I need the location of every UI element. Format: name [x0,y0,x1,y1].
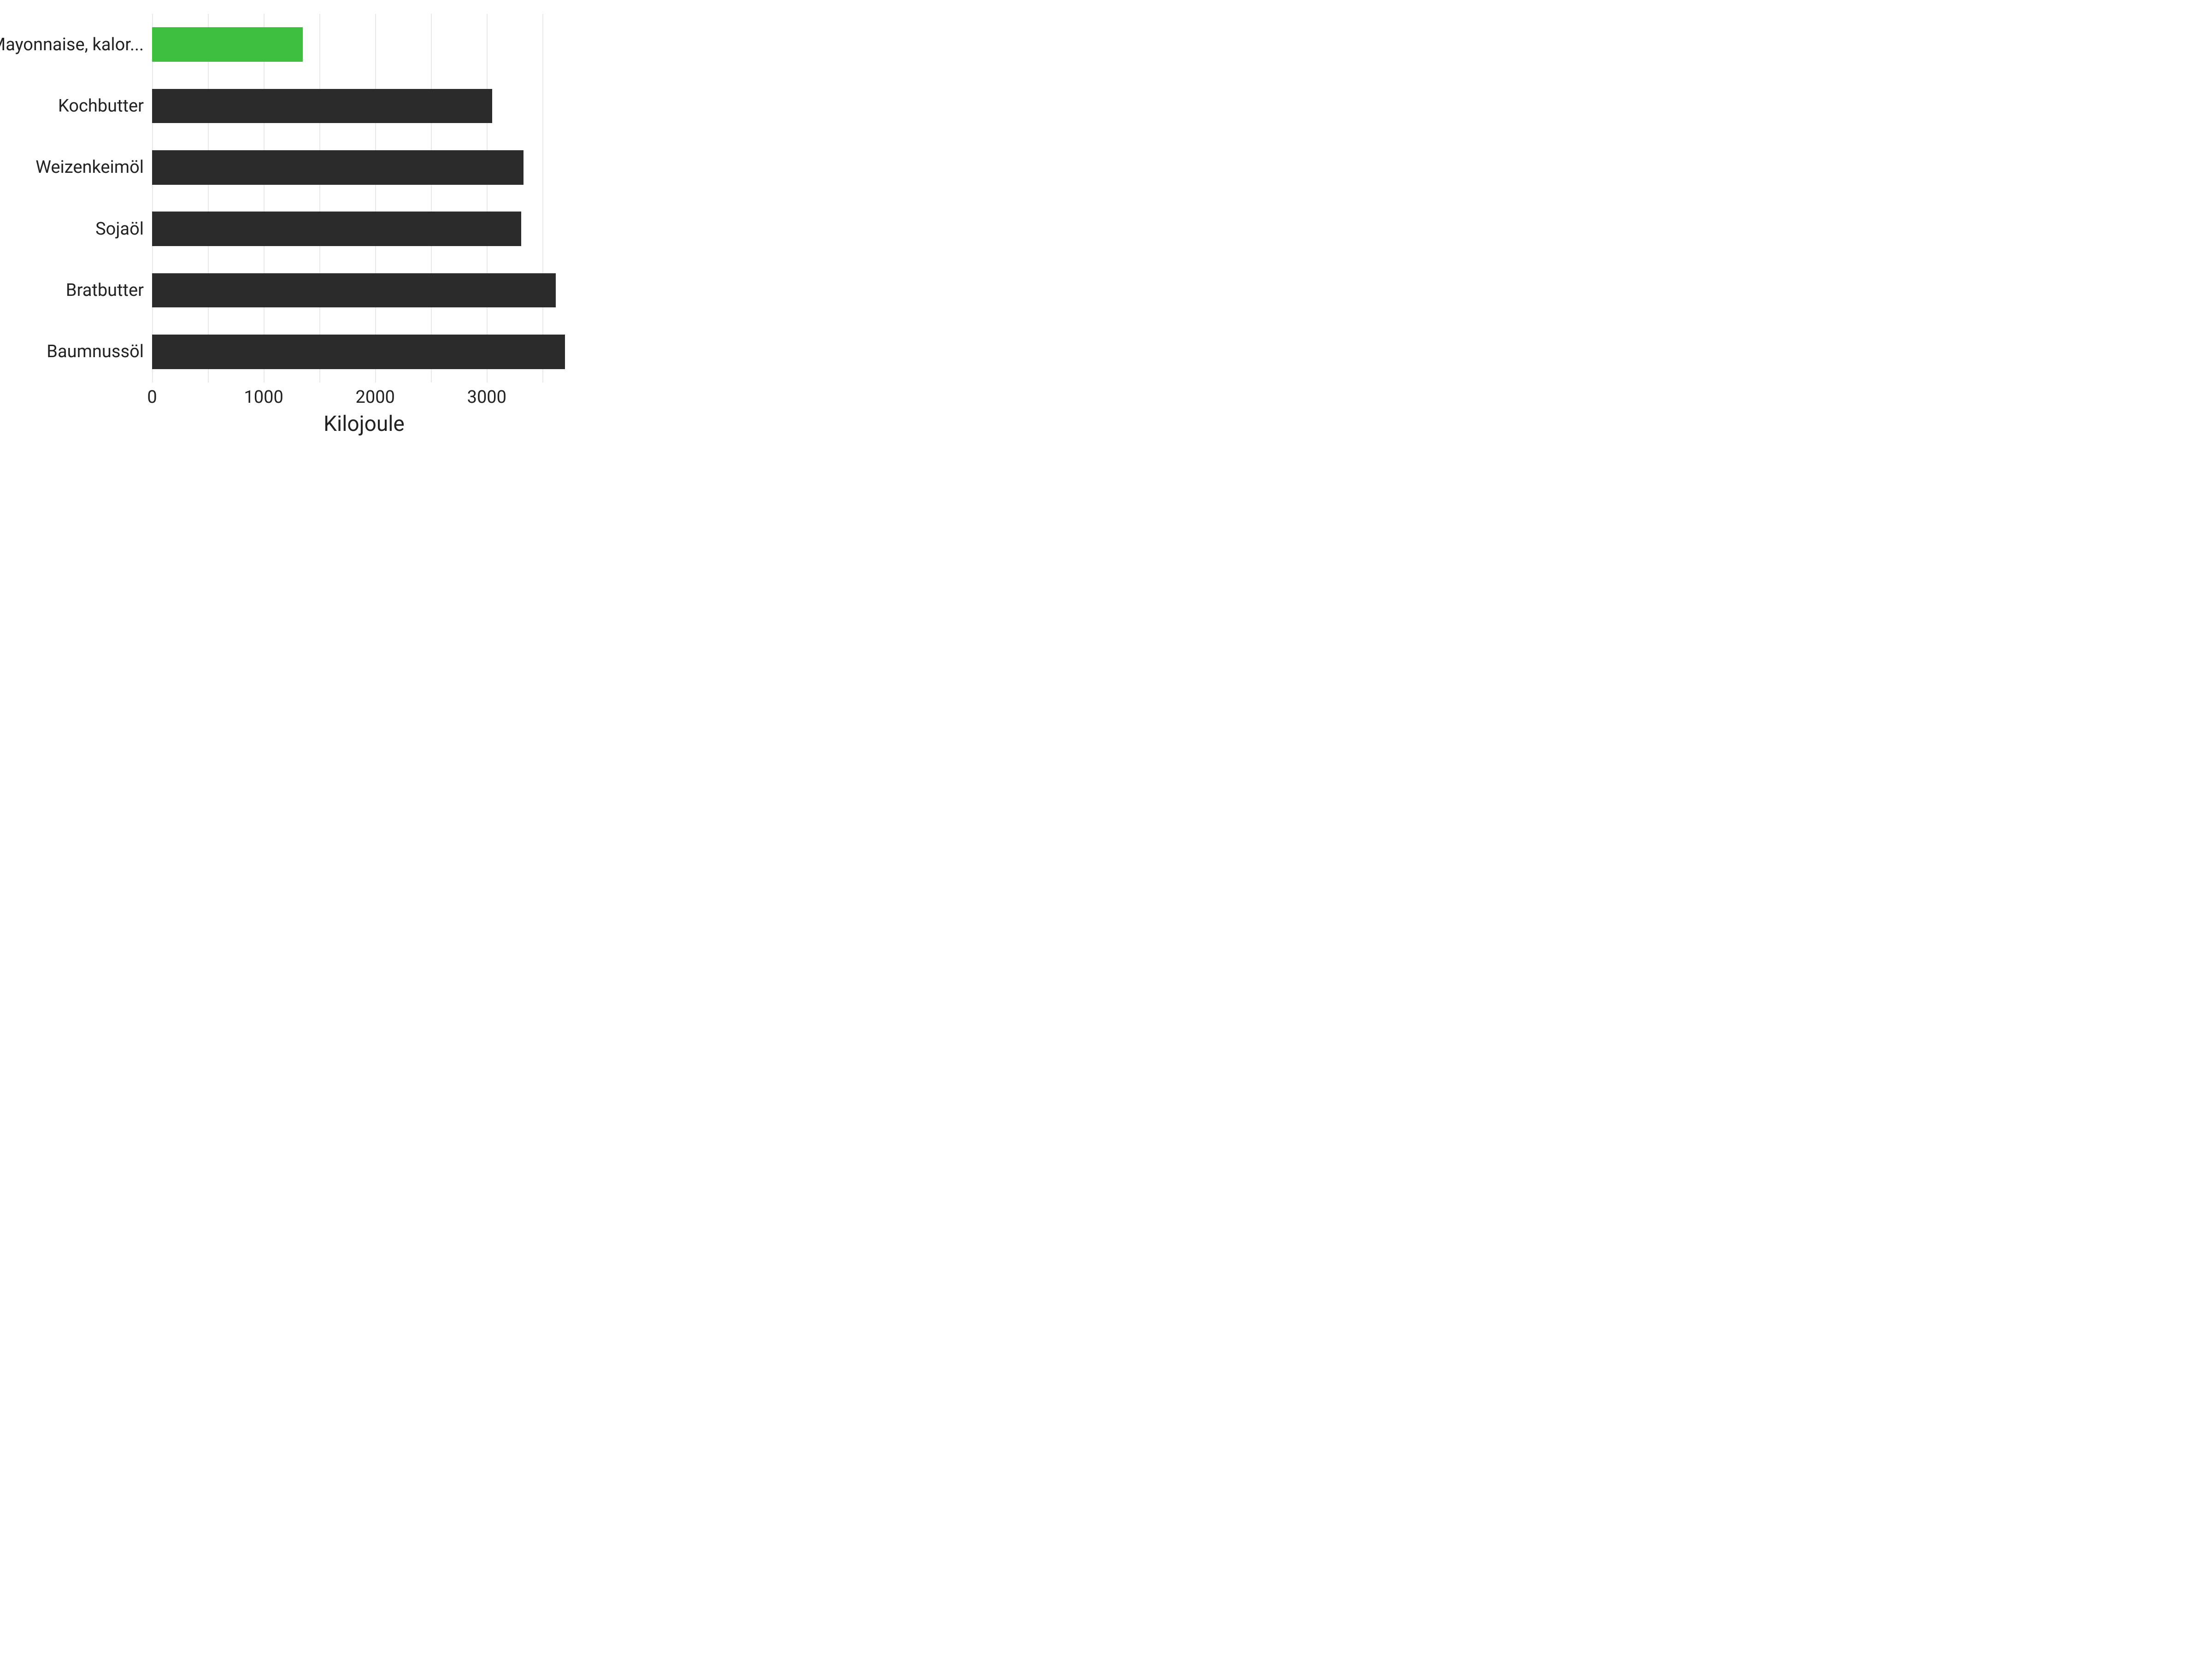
bar [152,27,303,62]
y-axis-label: Kochbutter [58,96,144,116]
grid-line [319,14,320,382]
grid-line [375,14,376,382]
bar [152,335,565,369]
y-axis-label: Bratbutter [66,280,144,300]
x-tick-label: 3000 [467,387,506,407]
bar [152,212,521,246]
grid-line [542,14,543,382]
kilojoule-bar-chart: Mayonnaise, kalor... Kochbutter Weizenkeim… [0,0,590,442]
y-axis-label: Sojaöl [95,219,144,239]
x-axis-title: Kilojoule [324,412,405,436]
y-axis-label: Mayonnaise, kalor... [0,35,144,55]
grid-line [152,14,153,382]
x-tick-label: 1000 [244,387,283,407]
y-axis-label: Weizenkeimöl [35,157,144,177]
grid-line [487,14,488,382]
x-tick-label: 0 [147,387,157,407]
bar [152,150,524,185]
grid-line [208,14,209,382]
y-axis-label: Baumnussöl [47,341,144,362]
x-tick-label: 2000 [355,387,394,407]
bar [152,89,492,124]
grid-line [264,14,265,382]
grid-line [431,14,432,382]
bar [152,273,556,308]
plot-area [152,14,576,382]
